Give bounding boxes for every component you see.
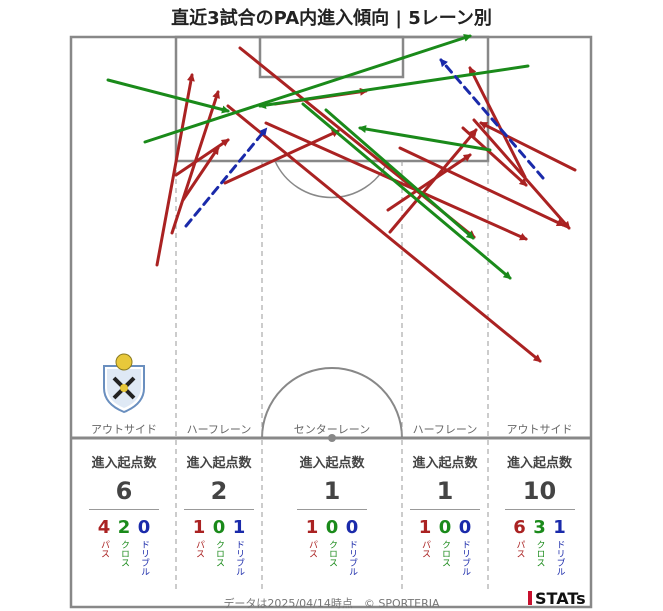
lane-stats: 進入起点数 1 1 パス 0 クロス 0 ドリブル	[262, 452, 402, 576]
cross-count: 2	[117, 517, 131, 538]
stat-total: 10	[522, 477, 557, 505]
dribble-label: ドリブル	[139, 540, 149, 576]
lane-label-halflane-left: ハーフレーン	[186, 423, 252, 436]
pass-count: 4	[97, 517, 111, 538]
pass-arrow	[386, 153, 472, 212]
dribble-count: 1	[232, 517, 246, 538]
pass-arrow	[479, 121, 577, 172]
cross-count: 3	[533, 517, 546, 538]
stat-total: 2	[210, 477, 228, 505]
pass-arrow	[223, 129, 340, 185]
breakdown: 1 パス 0 クロス 0 ドリブル	[262, 517, 402, 577]
pass-arrow	[468, 66, 527, 179]
cross-label: クロス	[534, 540, 545, 567]
footer-note: データは2025/04/14時点 © SPORTERIA	[223, 597, 440, 610]
pass-label: パス	[514, 540, 525, 558]
divider	[184, 509, 254, 510]
cross-arrow	[106, 78, 230, 114]
pass-arrow	[472, 118, 571, 230]
dribble-count: 1	[553, 517, 566, 538]
breakdown: 4 パス 2 クロス 0 ドリブル	[72, 517, 176, 577]
brand-text: STATs	[535, 589, 586, 608]
dribble-label: ドリブル	[554, 540, 565, 576]
breakdown: 1 パス 0 クロス 0 ドリブル	[402, 517, 488, 577]
stat-total: 1	[436, 477, 454, 505]
divider	[504, 509, 575, 510]
cross-arrow	[358, 125, 492, 152]
dribble-count: 0	[137, 517, 151, 538]
lane-stats: 進入起点数 2 1 パス 0 クロス 1 ドリブル	[176, 452, 262, 576]
goal-area	[258, 35, 405, 79]
cross-label: クロス	[327, 540, 337, 567]
cross-label: クロス	[119, 540, 129, 567]
stat-total: 6	[115, 477, 133, 505]
center-circle	[261, 367, 403, 439]
lane-label-center: センターレーン	[293, 423, 371, 436]
pass-label: パス	[99, 540, 109, 558]
lane-label-outside-right: アウトサイド	[506, 423, 573, 436]
center-spot	[328, 434, 336, 442]
breakdown: 1 パス 0 クロス 1 ドリブル	[176, 517, 262, 577]
stat-header: 進入起点数	[412, 456, 478, 471]
stat-header: 進入起点数	[299, 456, 365, 471]
lane-label-halflane-right: ハーフレーン	[412, 423, 478, 436]
stat-header: 進入起点数	[186, 456, 252, 471]
pass-arrow	[155, 73, 195, 267]
stat-total: 1	[323, 477, 341, 505]
cross-label: クロス	[440, 540, 450, 567]
dribble-count: 0	[458, 517, 472, 538]
pass-count: 1	[305, 517, 319, 538]
pass-arrow	[181, 146, 220, 202]
pass-label: パス	[420, 540, 430, 558]
cross-arrow	[324, 108, 475, 240]
chart-title: 直近3試合のPA内進入傾向 | 5レーン別	[171, 8, 492, 29]
cross-arrow	[301, 102, 512, 280]
lane-stats: 進入起点数 1 1 パス 0 クロス 0 ドリブル	[402, 452, 488, 576]
cross-label: クロス	[214, 540, 224, 567]
club-crest-icon	[103, 353, 145, 414]
pass-arrow	[174, 138, 230, 177]
lane-label-outside-left: アウトサイド	[91, 423, 157, 436]
cross-count: 0	[438, 517, 452, 538]
dribble-label: ドリブル	[347, 540, 357, 576]
dribble-label: ドリブル	[460, 540, 470, 576]
arrow-layer	[106, 34, 577, 363]
cross-arrow	[258, 64, 530, 110]
penalty-arc	[274, 160, 389, 199]
cross-count: 0	[212, 517, 226, 538]
breakdown: 6 パス 3 クロス 1 ドリブル	[488, 517, 591, 577]
dribble-label: ドリブル	[234, 540, 244, 576]
lane-stats: 進入起点数 6 4 パス 2 クロス 0 ドリブル	[72, 452, 176, 576]
divider	[410, 509, 480, 510]
divider	[297, 509, 367, 510]
brand-logo: STATs	[528, 589, 586, 608]
dribble-arrow	[439, 58, 545, 180]
cross-arrow	[143, 34, 472, 144]
brand-bar-icon	[528, 591, 532, 605]
pass-count: 1	[192, 517, 206, 538]
pass-label: パス	[307, 540, 317, 558]
pass-count: 6	[513, 517, 526, 538]
cross-count: 0	[325, 517, 339, 538]
stat-header: 進入起点数	[91, 456, 157, 471]
lane-stats: 進入起点数 10 6 パス 3 クロス 1 ドリブル	[488, 452, 591, 576]
dribble-count: 0	[345, 517, 359, 538]
stat-header: 進入起点数	[506, 456, 572, 471]
pass-arrow	[398, 146, 565, 227]
pass-arrow	[461, 126, 528, 187]
divider	[89, 509, 159, 510]
dribble-arrow	[184, 127, 268, 228]
pass-count: 1	[418, 517, 432, 538]
pass-label: パス	[194, 540, 204, 558]
pass-arrow	[226, 104, 542, 363]
